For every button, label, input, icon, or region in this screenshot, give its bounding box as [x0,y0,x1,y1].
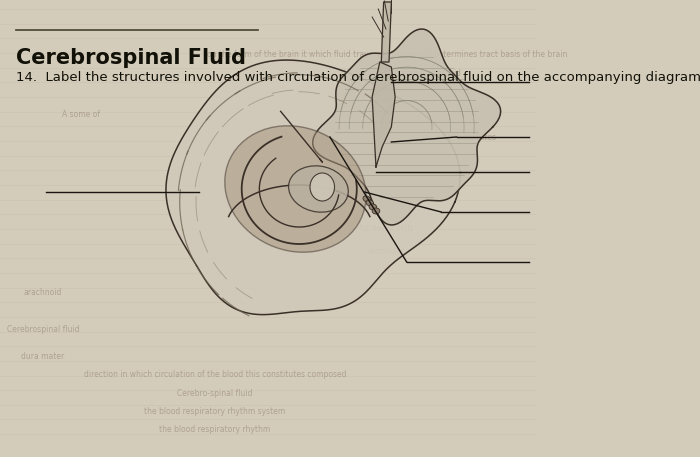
Text: Cerebrospinal Fluid: Cerebrospinal Fluid [16,48,246,68]
Ellipse shape [366,200,374,206]
Polygon shape [382,2,391,62]
Text: arachnoid mater: arachnoid mater [355,201,419,210]
Text: asy: asy [380,87,393,96]
Text: ventricles: ventricles [368,247,405,256]
Ellipse shape [363,196,370,202]
Polygon shape [166,60,460,314]
Text: the blood respiratory rhythm: the blood respiratory rhythm [159,425,270,434]
Text: for nerve cells: for nerve cells [360,155,414,165]
Text: on the form of the brain it which fluid traverses diagnostic determines tract ba: on the form of the brain it which fluid … [206,50,567,59]
Text: A some of: A some of [368,110,406,119]
Text: subarachnoid cisternae in the circulation this constitutes: subarachnoid cisternae in the circulatio… [277,133,496,142]
Text: for nerve cells: for nerve cells [360,224,414,233]
Ellipse shape [288,166,349,212]
Ellipse shape [369,204,377,210]
Text: the blood respiratory rhythm system: the blood respiratory rhythm system [144,407,286,416]
Polygon shape [372,62,396,167]
Polygon shape [313,29,500,225]
Ellipse shape [225,126,366,252]
Text: A some of: A some of [62,110,99,119]
Text: direction in which circulation of the blood this constitutes composed: direction in which circulation of the bl… [83,370,346,379]
Text: dura mater: dura mater [21,352,64,361]
Text: 14.  Label the structures involved with circulation of cerebrospinal fluid on th: 14. Label the structures involved with c… [16,71,700,84]
Text: Cerebrospinal fluid: Cerebrospinal fluid [7,324,79,334]
Text: Cerebro-spinal fluid: Cerebro-spinal fluid [177,388,253,398]
Ellipse shape [310,173,335,201]
Text: arachnoid: arachnoid [24,288,62,297]
Text: the nerve cells: the nerve cells [358,178,415,187]
Ellipse shape [372,208,380,214]
Text: are functions of the cerebrospinal fluid: are functions of the cerebrospinal fluid [312,69,461,78]
